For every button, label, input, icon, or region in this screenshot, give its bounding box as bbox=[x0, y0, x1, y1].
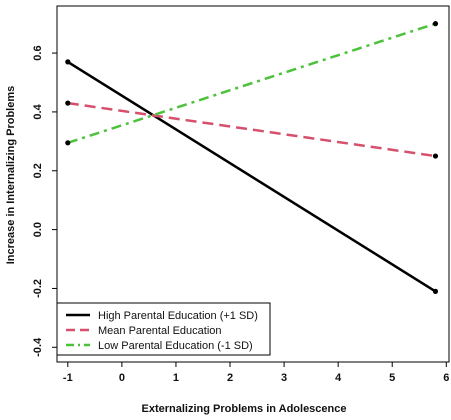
series-line-0 bbox=[67, 60, 437, 293]
legend-box bbox=[56, 302, 271, 356]
series-1-point bbox=[432, 153, 439, 159]
x-tick-label: 1 bbox=[173, 372, 179, 384]
x-tick-label: 4 bbox=[335, 372, 342, 384]
x-tick-label: 3 bbox=[281, 372, 287, 384]
y-tick-label: 0.6 bbox=[32, 45, 44, 60]
legend-label-0: High Parental Education (+1 SD) bbox=[98, 310, 258, 322]
y-axis-title: Increase in Internalizing Problems bbox=[5, 86, 17, 265]
legend: High Parental Education (+1 SD) Mean Pare… bbox=[56, 302, 271, 356]
x-tick-label: 5 bbox=[389, 372, 395, 384]
x-tick-label: 6 bbox=[443, 372, 449, 384]
y-tick-label: 0.4 bbox=[32, 103, 44, 119]
series-0-point bbox=[432, 288, 439, 294]
series-0-point bbox=[65, 59, 71, 65]
plot-frame bbox=[56, 5, 450, 363]
series-2-point bbox=[432, 21, 439, 27]
y-tick-label: 0.2 bbox=[32, 163, 44, 178]
y-tick-label: -0.4 bbox=[32, 337, 44, 357]
series-2-point bbox=[65, 140, 71, 146]
y-tick-label: 0.0 bbox=[32, 222, 44, 237]
x-tick-label: 0 bbox=[119, 372, 125, 384]
x-tick-label: 2 bbox=[227, 372, 233, 384]
x-axis-title: Externalizing Problems in Adolescence bbox=[142, 403, 347, 415]
series-line-2 bbox=[67, 22, 436, 144]
legend-label-1: Mean Parental Education bbox=[98, 325, 222, 337]
x-tick-label: -1 bbox=[63, 372, 73, 384]
y-tick-label: -0.2 bbox=[32, 279, 44, 298]
legend-label-2: Low Parental Education (-1 SD) bbox=[98, 340, 253, 352]
series-1-point bbox=[65, 100, 71, 106]
series-line-1 bbox=[67, 101, 436, 158]
